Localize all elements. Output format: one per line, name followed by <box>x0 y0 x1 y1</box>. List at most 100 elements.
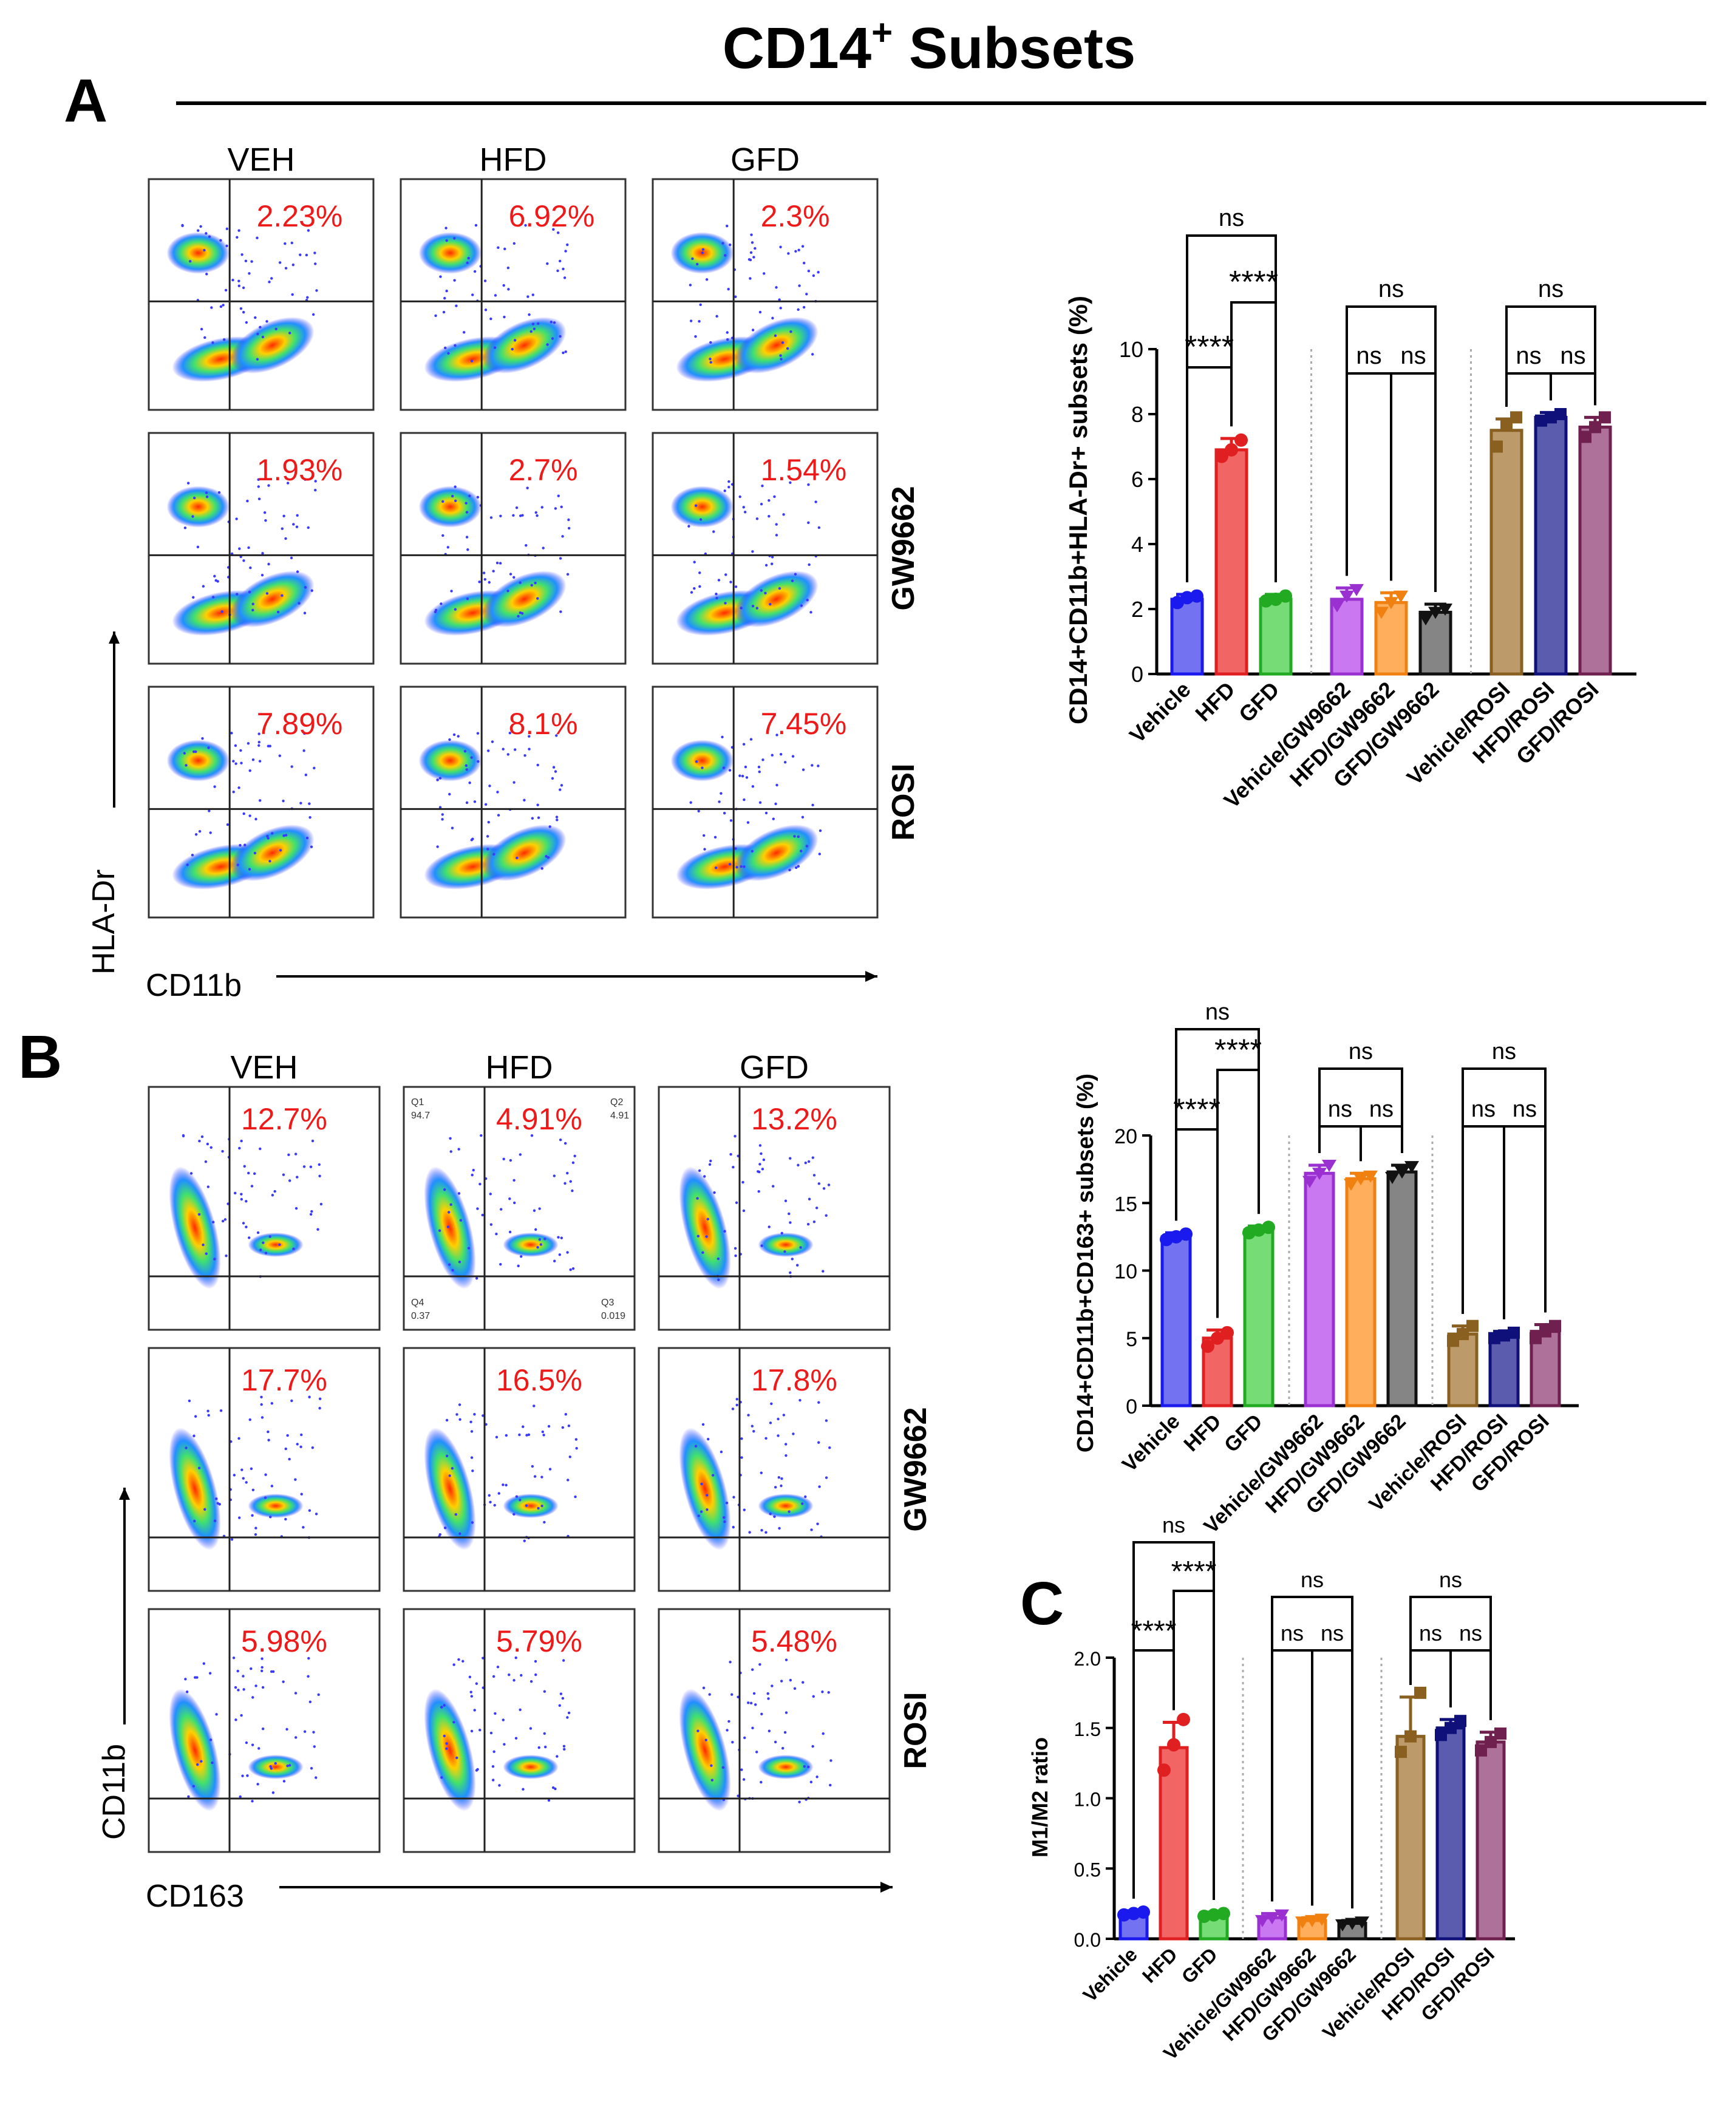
event-dot <box>286 1764 289 1768</box>
data-point <box>1215 449 1228 463</box>
event-dot <box>775 734 778 737</box>
event-dot <box>789 1271 792 1275</box>
event-dot <box>266 834 269 838</box>
event-dot <box>812 1174 816 1177</box>
data-point <box>1305 1915 1319 1927</box>
event-dot <box>208 809 211 812</box>
data-point <box>1475 1744 1487 1757</box>
bar-chart-a: 0246810VehicleHFDGFDVehicle/GW9662HFD/GW… <box>1064 205 1636 813</box>
event-dot <box>536 514 539 517</box>
y-tick-label: 5 <box>1126 1328 1137 1351</box>
event-dot <box>758 1163 761 1166</box>
event-dot <box>268 1516 272 1519</box>
event-dot <box>498 1784 501 1787</box>
event-dot <box>743 798 746 802</box>
event-dot <box>742 743 746 746</box>
event-dot <box>509 1159 512 1162</box>
panel-label-c: C <box>1020 1570 1064 1638</box>
event-dot <box>519 1499 522 1502</box>
event-dot <box>257 497 261 500</box>
event-dot <box>806 599 809 602</box>
event-dot <box>294 1692 298 1695</box>
event-dot <box>758 1663 761 1666</box>
event-dot <box>307 229 310 232</box>
event-dot <box>282 514 285 518</box>
event-dot <box>781 1746 785 1750</box>
significance-label: ns <box>1492 1039 1516 1064</box>
event-dot <box>801 1502 804 1505</box>
event-dot <box>465 764 468 768</box>
significance-label: ns <box>1378 276 1404 302</box>
event-dot <box>802 768 805 771</box>
event-dot <box>530 1134 534 1137</box>
event-dot <box>543 1520 546 1524</box>
data-point <box>1344 1179 1358 1191</box>
bar-group-8 <box>1530 1319 1561 1408</box>
event-dot <box>503 1743 506 1746</box>
bar-group-4 <box>1295 1913 1329 1941</box>
event-dot <box>473 270 477 273</box>
bar-group-0 <box>1170 589 1204 676</box>
data-point <box>1167 1738 1180 1752</box>
event-dot <box>564 1412 568 1416</box>
event-dot <box>726 1729 729 1732</box>
event-dot <box>564 350 567 353</box>
event-dot <box>735 865 738 869</box>
event-dot <box>528 747 531 751</box>
event-dot <box>240 1714 243 1717</box>
event-dot <box>506 266 510 270</box>
event-dot <box>468 1675 472 1678</box>
event-dot <box>738 495 741 499</box>
event-dot <box>741 1180 744 1184</box>
event-dot <box>296 514 299 517</box>
event-dot <box>313 262 317 265</box>
bar-group-7 <box>1534 408 1568 676</box>
event-dot <box>452 1663 455 1666</box>
event-dot <box>785 1454 788 1457</box>
event-dot <box>797 308 800 311</box>
event-dot <box>531 293 534 296</box>
event-dot <box>530 584 533 587</box>
significance-label: ns <box>1281 1621 1304 1646</box>
event-dot <box>738 774 741 777</box>
event-dot <box>225 1254 228 1258</box>
event-dot <box>780 1477 783 1480</box>
event-dot <box>290 241 293 245</box>
event-dot <box>789 1678 792 1682</box>
event-dot <box>771 754 774 757</box>
bar-group-6 <box>1447 1319 1479 1408</box>
event-dot <box>457 1148 460 1151</box>
x-tick-label: Vehicle <box>1118 1410 1185 1477</box>
event-dot <box>443 296 446 300</box>
data-point <box>1295 1916 1310 1929</box>
event-dot <box>448 792 451 796</box>
event-dot <box>311 1446 315 1449</box>
gate-percent: 7.89% <box>257 707 343 741</box>
event-dot <box>798 1800 801 1803</box>
event-dot <box>743 1736 746 1740</box>
event-dot <box>245 1741 248 1744</box>
cell-population <box>503 1494 559 1518</box>
cell-population <box>169 1689 221 1811</box>
event-dot <box>769 1421 772 1425</box>
significance-bracket <box>1360 1125 1403 1162</box>
event-dot <box>308 1395 311 1398</box>
event-dot <box>438 1229 441 1232</box>
event-dot <box>434 314 437 318</box>
event-dot <box>251 1696 254 1699</box>
event-dot <box>702 834 706 837</box>
event-dot <box>735 1403 738 1407</box>
event-dot <box>439 275 442 278</box>
event-dot <box>512 1513 516 1516</box>
event-dot <box>749 738 753 741</box>
event-dot <box>701 766 704 769</box>
event-dot <box>251 758 255 761</box>
event-dot <box>499 514 502 517</box>
event-dot <box>544 1745 547 1749</box>
event-dot <box>482 1414 485 1417</box>
event-dot <box>298 602 301 605</box>
event-dot <box>247 546 250 550</box>
event-dot <box>244 259 248 263</box>
event-dot <box>762 1158 766 1162</box>
event-dot <box>752 256 755 259</box>
